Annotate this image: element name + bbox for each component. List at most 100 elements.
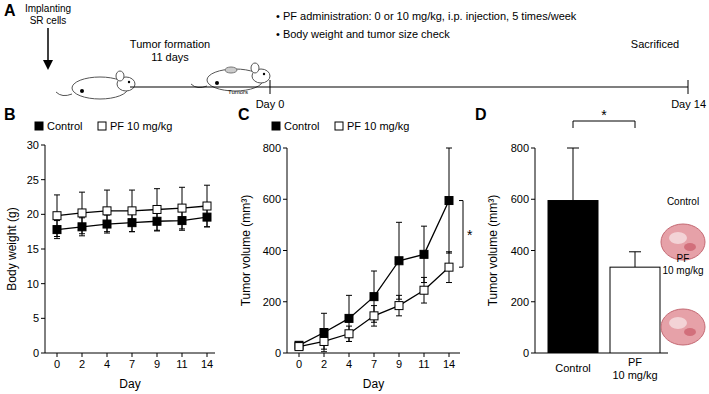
arrow-head <box>43 60 53 70</box>
y-tick <box>283 301 287 302</box>
panel-letter: D <box>475 106 487 123</box>
error-cap <box>446 148 452 149</box>
x-tick <box>207 353 208 357</box>
error-cap <box>54 238 60 239</box>
photo-label-line: PF <box>677 253 690 264</box>
x-tick-label: 7 <box>371 358 377 370</box>
legend-label: PF 10 mg/kg <box>347 120 409 132</box>
error-cap <box>321 351 327 352</box>
formation-text: 11 days <box>151 51 189 63</box>
x-tick <box>449 353 450 357</box>
y-tick <box>283 353 287 354</box>
implant-text: Implanting <box>25 3 71 14</box>
legend-marker <box>335 122 343 130</box>
x-tick <box>132 353 133 357</box>
marker <box>178 217 186 225</box>
tumors-label: Tumors <box>228 89 248 95</box>
plot-area <box>548 148 660 353</box>
y-tick <box>41 179 45 180</box>
error-cap <box>204 226 210 227</box>
bar <box>548 201 598 353</box>
x-tick <box>424 353 425 357</box>
mouse-ear <box>251 63 259 73</box>
marker <box>395 302 403 310</box>
marker <box>320 337 328 345</box>
y-tick <box>41 214 45 215</box>
tumor-photo-shade <box>684 243 696 251</box>
significance-bracket <box>459 201 463 268</box>
x-tick-label: 2 <box>321 358 327 370</box>
error-cap <box>79 192 85 193</box>
legend-marker <box>35 122 43 130</box>
error-cap <box>54 194 60 195</box>
error-cap <box>371 326 377 327</box>
x-tick <box>399 353 400 357</box>
legend-marker <box>272 122 280 130</box>
marker <box>370 293 378 301</box>
error-cap <box>104 233 110 234</box>
error-cap <box>396 315 402 316</box>
timeline-tick <box>270 80 271 94</box>
error-cap <box>346 341 352 342</box>
y-tick <box>531 199 535 200</box>
tumor-photo <box>661 309 705 345</box>
x-tick-label: 7 <box>129 358 135 370</box>
y-tick <box>41 318 45 319</box>
error-cap <box>179 230 185 231</box>
series-line <box>299 267 449 346</box>
x-tick-label: 4 <box>346 358 352 370</box>
marker <box>203 202 211 210</box>
arrow <box>47 28 49 64</box>
mouse-eye <box>128 81 130 83</box>
error-cap <box>421 303 427 304</box>
y-tick-label: 0 <box>275 347 281 359</box>
y-tick-label: 15 <box>27 243 39 255</box>
x-tick-label: 11 <box>418 358 429 370</box>
error-cap <box>154 230 160 231</box>
y-tick-label: 200 <box>263 296 281 308</box>
error-cap <box>396 295 402 296</box>
marker <box>445 197 453 205</box>
error-cap <box>129 190 135 191</box>
day-label: Day 0 <box>256 98 285 110</box>
marker <box>78 209 86 217</box>
end-text: Sacrificed <box>631 38 679 50</box>
y-tick <box>41 249 45 250</box>
x-axis-label: Day <box>119 377 140 391</box>
photo-label: PF10 mg/kg <box>662 253 703 276</box>
marker <box>345 314 353 322</box>
y-tick-label: 0 <box>33 347 39 359</box>
y-tick-label: 5 <box>33 312 39 324</box>
error-cap <box>204 185 210 186</box>
implant-dot <box>215 81 219 85</box>
marker <box>103 207 111 215</box>
legend-label: Control <box>284 120 319 132</box>
error-cap <box>567 148 579 149</box>
treatment-text: • PF administration: 0 or 10 mg/kg, i.p.… <box>276 10 577 22</box>
y-tick <box>41 283 45 284</box>
y-tick <box>283 148 287 149</box>
marker <box>345 330 353 338</box>
y-tick-label: 800 <box>263 142 281 154</box>
y-tick <box>531 250 535 251</box>
marker <box>320 329 328 337</box>
y-axis-label: Body weight (g) <box>5 207 19 290</box>
y-axis-label: Tumor volume (mm³) <box>486 195 500 307</box>
error-cap <box>154 230 160 231</box>
error-cap <box>179 228 185 229</box>
y-tick-label: 20 <box>27 208 39 220</box>
error-cap <box>54 236 60 237</box>
x-tick-label: 0 <box>54 358 60 370</box>
y-tick-label: 0 <box>523 347 529 359</box>
marker <box>203 213 211 221</box>
implant-text: SR cells <box>30 15 67 26</box>
error-cap <box>104 231 110 232</box>
x-tick <box>107 353 108 357</box>
error-cap <box>421 277 427 278</box>
x-tick <box>349 353 350 357</box>
formation-text: Tumor formation <box>130 38 210 50</box>
error-cap <box>446 251 452 252</box>
marker <box>103 220 111 228</box>
error-cap <box>629 251 641 252</box>
x-tick-label: 9 <box>154 358 160 370</box>
